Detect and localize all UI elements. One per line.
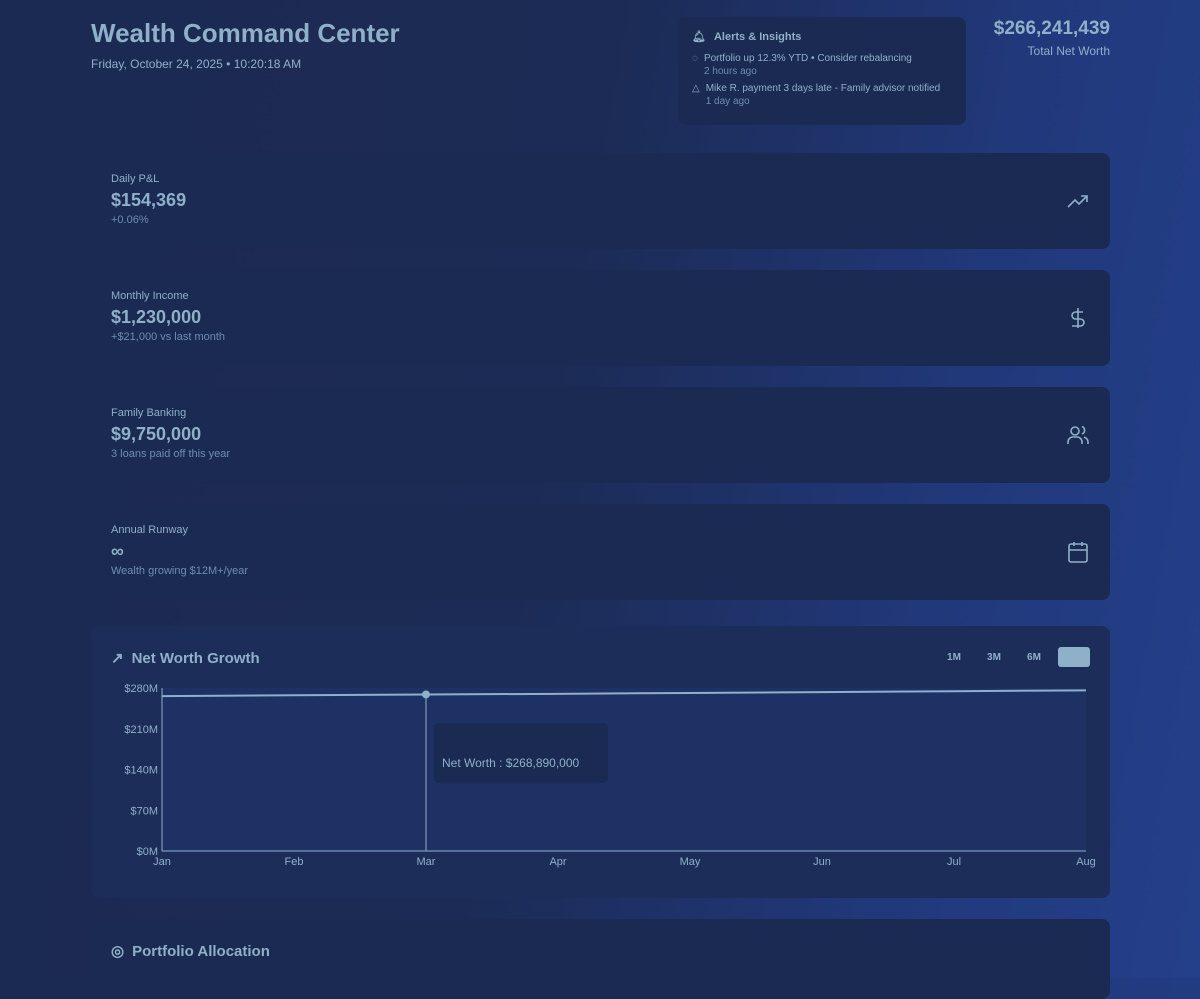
card-value: $1,230,000 bbox=[111, 307, 202, 327]
y-tick-label: $140M bbox=[124, 765, 158, 777]
net-worth-label: Total Net Worth bbox=[1027, 44, 1110, 58]
range-6m-button[interactable]: 6M bbox=[1018, 647, 1050, 667]
bell-icon: 🔔︎ bbox=[692, 31, 706, 43]
alert-time: 2 hours ago bbox=[703, 66, 757, 77]
card-value: ∞ bbox=[111, 541, 124, 561]
alert-time: 1 day ago bbox=[705, 96, 750, 107]
card-value: $154,369 bbox=[111, 190, 187, 210]
trending-up-icon: ↗ bbox=[111, 650, 124, 667]
alert-text: Portfolio up 12.3% YTD • Consider rebala… bbox=[703, 53, 912, 64]
warning-icon: △ bbox=[692, 83, 700, 94]
daily-pnl-card: Daily P&L $154,369 +0.06% bbox=[91, 153, 1110, 249]
alert-item[interactable]: △ Mike R. payment 3 days late - Family ad… bbox=[692, 83, 952, 107]
range-1m-button[interactable]: 1M bbox=[938, 647, 970, 667]
family-banking-card: Family Banking $9,750,000 3 loans paid o… bbox=[91, 387, 1110, 483]
net-worth-summary: $266,241,439 Total Net Worth bbox=[994, 18, 1110, 58]
y-tick-label: $210M bbox=[124, 724, 158, 736]
y-tick-label: $280M bbox=[124, 683, 158, 695]
range-active-button[interactable] bbox=[1058, 647, 1090, 667]
y-tick-label: $0M bbox=[137, 846, 158, 858]
x-tick-label: Apr bbox=[549, 856, 566, 868]
alert-item[interactable]: ◌ Portfolio up 12.3% YTD • Consider rebal… bbox=[692, 53, 952, 77]
net-worth-line-chart: $0M $70M $140M $210M $280M Jan Feb Mar Apr May Jun… bbox=[124, 683, 1096, 868]
tooltip-text: Net Worth : $268,890,000 bbox=[442, 756, 580, 770]
net-worth-value: $266,241,439 bbox=[993, 18, 1110, 39]
x-tick-label: Jul bbox=[947, 856, 961, 868]
allocation-title: Portfolio Allocation bbox=[132, 942, 270, 960]
current-datetime: Friday, October 24, 2025 • 10:20:18 AM bbox=[91, 57, 302, 71]
range-3m-button[interactable]: 3M bbox=[978, 647, 1010, 667]
alert-text: Mike R. payment 3 days late - Family adv… bbox=[705, 83, 941, 94]
x-tick-label: Jan bbox=[153, 856, 171, 868]
target-icon: ◎ bbox=[111, 943, 125, 960]
card-value: $9,750,000 bbox=[111, 424, 202, 444]
card-label: Family Banking bbox=[111, 407, 187, 419]
x-tick-label: Mar bbox=[417, 856, 436, 868]
trending-up-icon bbox=[1067, 195, 1088, 208]
annual-runway-card: Annual Runway ∞ Wealth growing $12M+/yea… bbox=[91, 504, 1110, 600]
x-tick-label: Aug bbox=[1076, 856, 1096, 868]
x-tick-label: Feb bbox=[285, 856, 304, 868]
card-label: Daily P&L bbox=[111, 173, 160, 185]
x-tick-label: Jun bbox=[813, 856, 831, 868]
chart-title: Net Worth Growth bbox=[131, 649, 260, 667]
card-sub: 3 loans paid off this year bbox=[111, 448, 231, 460]
users-icon bbox=[1067, 425, 1089, 444]
monthly-income-card: Monthly Income $1,230,000 +$21,000 vs la… bbox=[91, 270, 1110, 366]
card-label: Annual Runway bbox=[111, 524, 189, 536]
card-sub: +0.06% bbox=[111, 214, 149, 226]
check-circle-icon: ◌ bbox=[692, 53, 698, 64]
tooltip-box bbox=[434, 723, 608, 783]
card-sub: Wealth growing $12M+/year bbox=[111, 565, 249, 577]
plot-area bbox=[162, 688, 1086, 851]
calendar-icon bbox=[1068, 542, 1088, 563]
dollar-icon bbox=[1071, 308, 1085, 328]
page-title: Wealth Command Center bbox=[91, 18, 400, 48]
alerts-title: Alerts & Insights bbox=[713, 30, 802, 43]
alerts-panel: 🔔︎ Alerts & Insights ◌ Portfolio up 12.3% … bbox=[678, 17, 966, 125]
highlight-point bbox=[422, 690, 430, 699]
y-tick-label: $70M bbox=[130, 805, 158, 817]
net-worth-line bbox=[161, 689, 1087, 698]
portfolio-allocation-card: ◎ Portfolio Allocation bbox=[91, 919, 1110, 999]
card-sub: +$21,000 vs last month bbox=[111, 331, 226, 343]
net-worth-chart-card: ↗ Net Worth Growth 1M 3M 6M $0M $70M $140M $… bbox=[91, 626, 1110, 898]
range-selector: 1M 3M 6M bbox=[938, 647, 1090, 667]
card-label: Monthly Income bbox=[111, 290, 189, 302]
x-tick-label: May bbox=[680, 856, 701, 868]
